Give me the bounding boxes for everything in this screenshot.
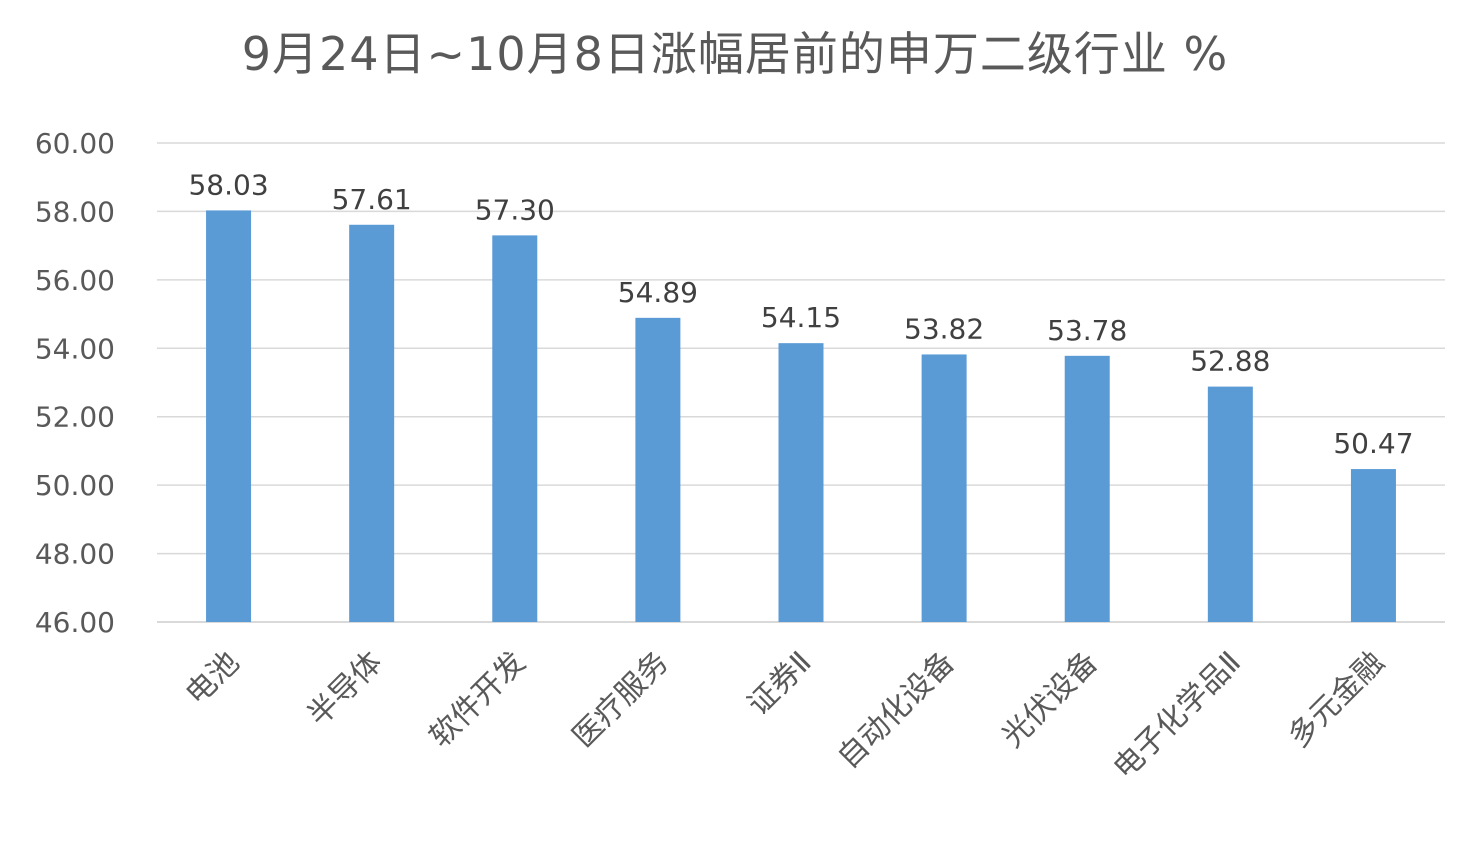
data-label: 54.15: [761, 301, 841, 334]
bar: [1207, 386, 1253, 622]
data-label: 57.30: [475, 193, 555, 226]
x-tick-label: 电子化学品Ⅱ: [1107, 645, 1248, 786]
data-label: 53.78: [1047, 314, 1127, 347]
x-tick-label: 自动化设备: [831, 645, 962, 776]
y-tick-label: 58.00: [35, 195, 115, 228]
x-tick-label: 电池: [179, 645, 246, 712]
bar: [206, 210, 252, 622]
bar: [492, 235, 538, 622]
bar: [1064, 355, 1110, 622]
y-tick-label: 54.00: [35, 332, 115, 365]
x-tick-label: 半导体: [301, 645, 389, 733]
x-tick-label: 证券Ⅱ: [741, 645, 819, 723]
bar: [635, 317, 681, 622]
bar: [921, 354, 967, 622]
y-tick-label: 56.00: [35, 264, 115, 297]
x-tick-label: 光伏设备: [995, 645, 1105, 755]
x-tick-label: 多元金融: [1281, 645, 1391, 755]
y-tick-label: 46.00: [35, 606, 115, 639]
y-tick-label: 60.00: [35, 127, 115, 160]
chart-title: 9月24日~10月8日涨幅居前的申万二级行业 %: [241, 27, 1229, 81]
data-label: 57.61: [332, 183, 412, 216]
bar: [1350, 469, 1396, 622]
y-tick-label: 50.00: [35, 469, 115, 502]
data-label: 50.47: [1333, 427, 1413, 460]
data-label: 58.03: [188, 168, 268, 201]
data-label: 53.82: [904, 312, 984, 345]
bar: [349, 224, 395, 622]
x-tick-label: 软件开发: [423, 645, 533, 755]
bar: [778, 343, 824, 622]
data-label: 54.89: [618, 276, 698, 309]
data-label: 52.88: [1190, 345, 1270, 378]
y-tick-label: 52.00: [35, 401, 115, 434]
y-tick-label: 48.00: [35, 538, 115, 571]
x-tick-label: 医疗服务: [566, 645, 676, 755]
